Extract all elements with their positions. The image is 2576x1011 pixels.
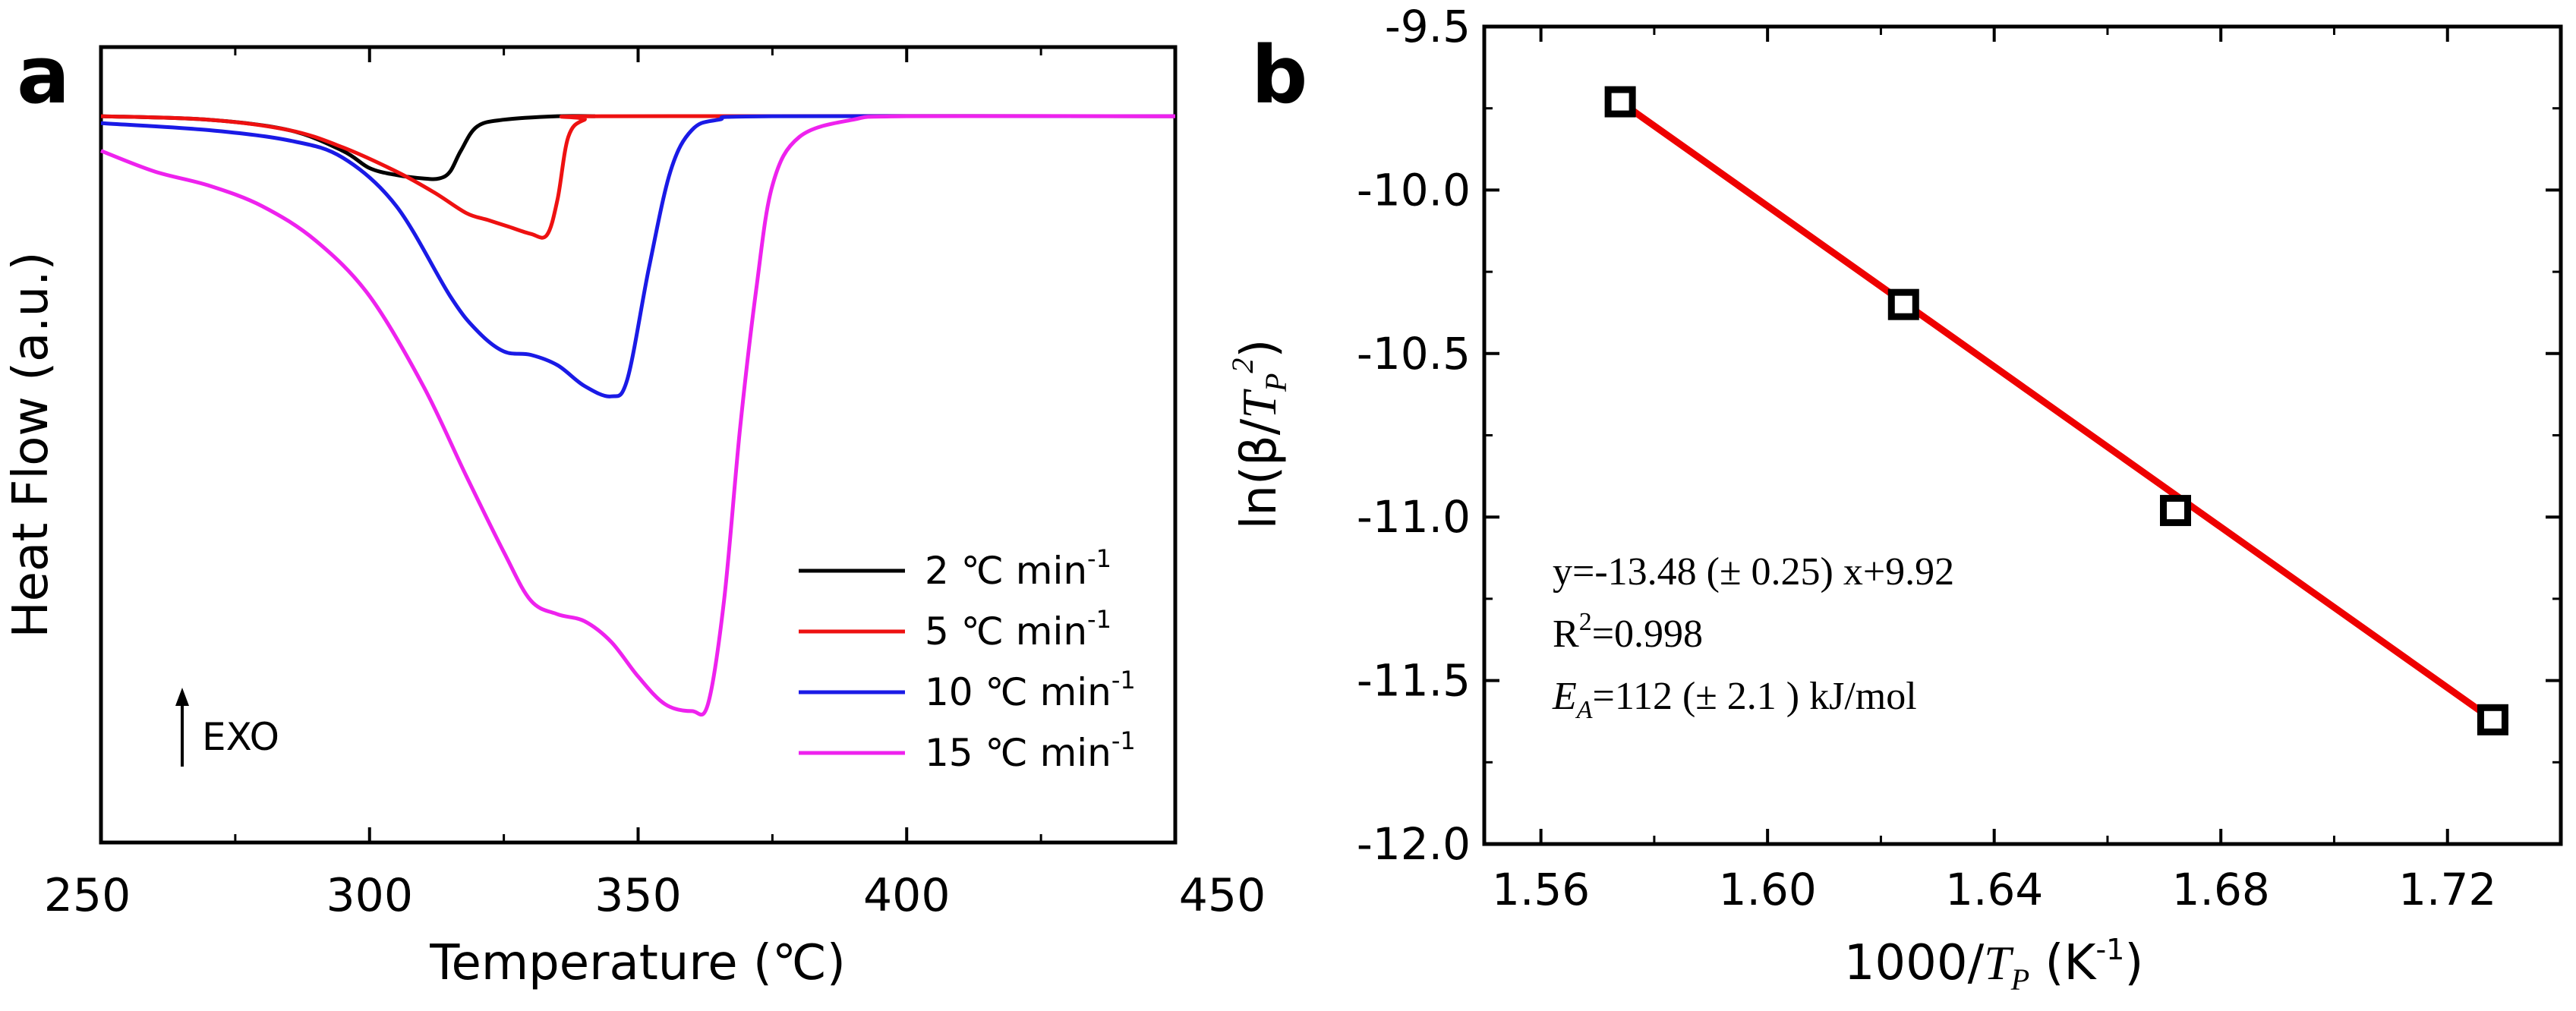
panel-b-x-tick-label: 1.72	[2398, 864, 2496, 915]
panel-b-y-axis-title: ln(β/TP2)	[1225, 339, 1293, 530]
panel-a-x-tick-label: 450	[1179, 869, 1266, 922]
panel-b-x-tick-label: 1.68	[2172, 864, 2270, 915]
panel-a-y-axis-title: Heat Flow (a.u.)	[3, 252, 59, 638]
panel-b-plot: 1.56 1.60 1.64 1.68 1.72 -9.5 -10.0 -10.5 -11.0 -…	[1225, 1, 2563, 997]
panel-a-x-tick-label: 250	[44, 869, 131, 922]
data-point	[2477, 704, 2508, 735]
data-point	[1604, 86, 1636, 118]
fit-equation: y=-13.48 (± 0.25) x+9.92	[1553, 550, 1954, 594]
panel-b-x-axis-title: 1000/TP (K-1)	[1844, 933, 2144, 997]
panel-b-y-tick-label: -9.5	[1385, 1, 1471, 52]
panel-b-y-tick-label: -10.0	[1357, 164, 1471, 216]
panel-b-x-tick-label: 1.56	[1492, 864, 1590, 915]
legend-label: 2 ℃ min-1	[925, 544, 1111, 593]
panel-a-x-tick-label: 300	[326, 869, 413, 922]
data-point	[1887, 288, 1919, 320]
panel-b-y-tick-label: -12.0	[1357, 818, 1471, 870]
panel-b-frame	[1482, 24, 2563, 846]
panel-a-plot: 250 300 350 400 450 Temperature (℃) Heat Flo…	[3, 45, 1266, 991]
fit-r-squared: R2=0.998	[1553, 608, 1703, 656]
panel-a-x-ticks: 250 300 350 400 450	[44, 47, 1266, 922]
fit-activation-energy: EA=112 (± 2.1 ) kJ/mol	[1552, 675, 1917, 724]
panel-b-fit-line	[1618, 99, 2496, 723]
data-point	[2160, 495, 2192, 527]
series-line-4	[100, 114, 1176, 717]
panel-a-letter: a	[17, 29, 70, 121]
panel-b-y-tick-label: -11.0	[1357, 491, 1471, 543]
panel-a-x-tick-label: 400	[863, 869, 951, 922]
panel-b-y-tick-label: -11.5	[1357, 655, 1471, 707]
fit-annotation: y=-13.48 (± 0.25) x+9.92 R2=0.998 EA=112…	[1552, 550, 1954, 724]
legend-label: 5 ℃ min-1	[925, 605, 1111, 654]
exo-annotation: EXO	[175, 688, 279, 767]
panel-b-points	[1604, 86, 2508, 735]
legend-label: 10 ℃ min-1	[925, 666, 1136, 714]
panel-b-y-tick-label: -10.5	[1357, 328, 1471, 380]
panel-b-x-tick-label: 1.64	[1945, 864, 2043, 915]
panel-b-x-tick-label: 1.60	[1719, 864, 1817, 915]
series-line-3	[100, 114, 1176, 398]
exo-label: EXO	[202, 715, 279, 759]
series-line-2	[100, 114, 1176, 240]
panel-a-x-tick-label: 350	[594, 869, 682, 922]
legend-label: 15 ℃ min-1	[925, 726, 1136, 775]
exo-arrowhead-icon	[175, 688, 189, 706]
panel-b-letter: b	[1251, 29, 1307, 121]
fit-line	[1618, 99, 2496, 723]
panel-a-series	[100, 114, 1176, 717]
panel-a-legend: 2 ℃ min-1 5 ℃ min-1 10 ℃ min-1 15 ℃ min-1	[799, 544, 1136, 775]
panel-b-ticks: 1.56 1.60 1.64 1.68 1.72 -9.5 -10.0 -10.5 -11.0 -…	[1357, 1, 2561, 915]
panel-a-x-axis-title: Temperature (℃)	[429, 935, 846, 991]
